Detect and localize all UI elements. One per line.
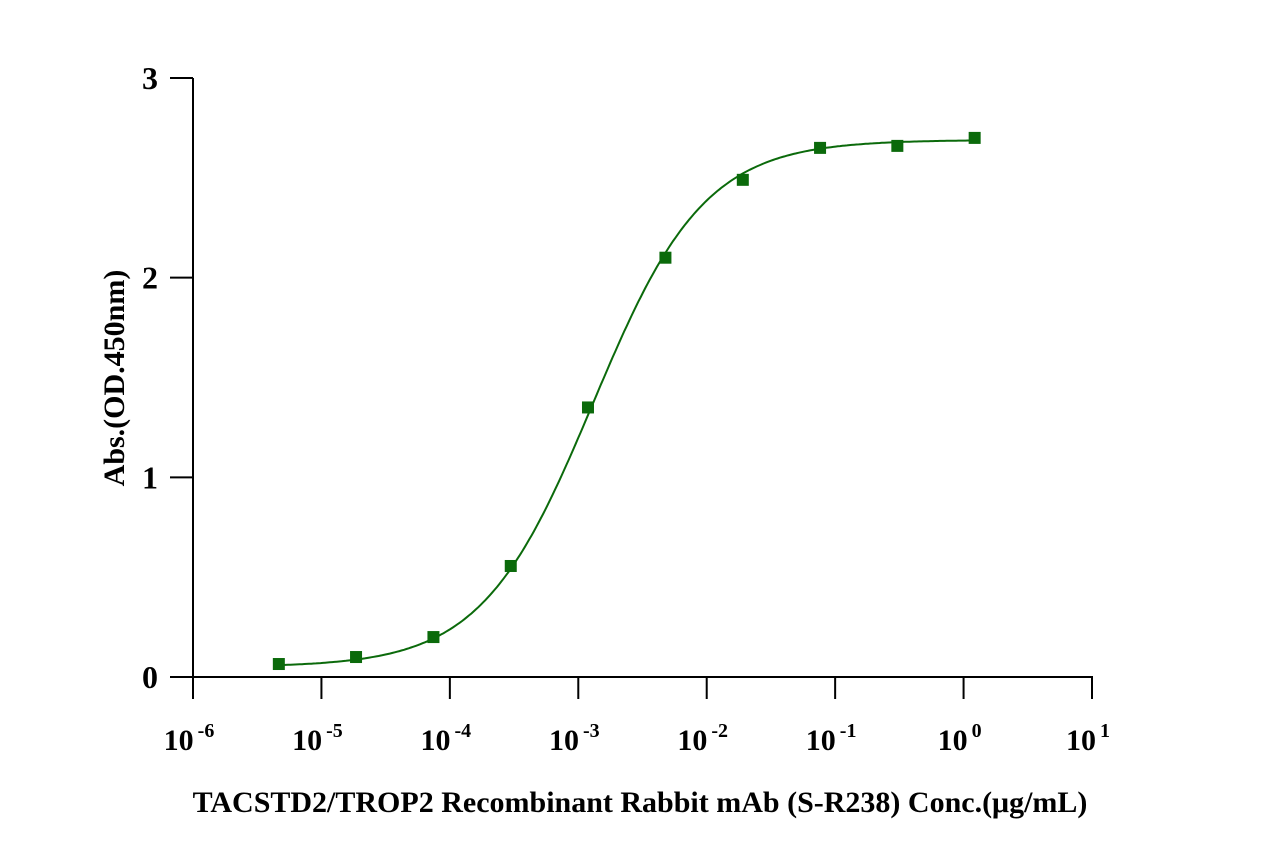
data-point <box>504 559 517 572</box>
data-point <box>891 139 904 152</box>
fit-curve <box>278 139 975 667</box>
y-tick-label: 3 <box>142 60 158 96</box>
x-tick-label: 10 1 <box>1066 720 1110 757</box>
data-point <box>272 658 285 671</box>
axes <box>170 77 1093 699</box>
data-point <box>350 651 363 664</box>
x-tick-label: 10 -6 <box>164 720 215 757</box>
x-tick-label: 10 0 <box>938 720 982 757</box>
y-tick-label: 2 <box>142 260 158 296</box>
y-tick-labels: 0 1 2 3 <box>142 60 158 695</box>
x-tick-label: 10 -2 <box>677 720 728 757</box>
y-axis-label: Abs.(OD.450nm) <box>98 270 131 487</box>
x-tick-label: 10 -3 <box>549 720 600 757</box>
x-tick-label: 10 -1 <box>806 720 857 757</box>
y-tick-label: 1 <box>142 459 158 495</box>
data-point <box>968 131 981 144</box>
data-point <box>427 631 440 644</box>
data-point <box>814 141 827 154</box>
data-point <box>659 251 672 264</box>
data-points <box>272 131 981 671</box>
data-point <box>736 173 749 186</box>
y-tick-label: 0 <box>142 659 158 695</box>
x-tick-label: 10 -4 <box>421 720 472 757</box>
x-axis-label: TACSTD2/TROP2 Recombinant Rabbit mAb (S-… <box>193 786 1088 819</box>
x-tick-labels: 10 -6 10 -5 10 -4 10 -3 10 -2 10 -1 10 0 10 1 <box>164 720 1110 757</box>
x-tick-label: 10 -5 <box>292 720 343 757</box>
data-point <box>581 401 594 414</box>
